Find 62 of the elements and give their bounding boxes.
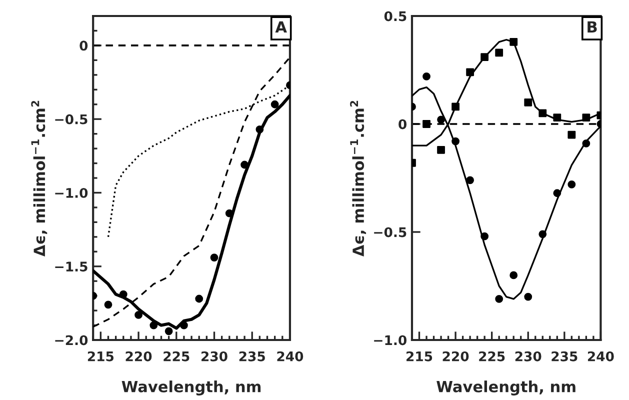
point [270, 100, 279, 108]
point [582, 114, 590, 122]
x-tick-label: 225 [479, 351, 505, 362]
point [422, 120, 430, 128]
y-tick-label: −2.0 [55, 335, 88, 346]
point [452, 102, 460, 111]
point [538, 109, 547, 118]
point [180, 321, 188, 330]
y-tick-label: −1.5 [55, 262, 88, 272]
point [466, 68, 474, 76]
point [422, 72, 430, 80]
x-tick-label: 215 [88, 351, 114, 362]
point [452, 137, 460, 146]
point [240, 160, 248, 169]
point [256, 125, 264, 134]
y-tick-label: −1.0 [374, 335, 407, 346]
point [553, 114, 562, 122]
point [553, 189, 562, 198]
y-tick-label: 0 [398, 119, 407, 130]
point [437, 116, 445, 124]
point [495, 295, 504, 303]
point [510, 271, 518, 280]
x-tick-label: 220 [126, 351, 152, 362]
y-tick-label: −0.5 [55, 114, 88, 124]
annotation: B [588, 21, 597, 32]
x-axis-title: Wavelength, nm [122, 380, 261, 396]
y-tick-label: 0 [80, 40, 88, 51]
point [524, 292, 532, 301]
point [524, 98, 532, 106]
x-tick-label: 215 [406, 351, 432, 362]
x-tick-label: 225 [164, 351, 190, 362]
point [582, 139, 590, 148]
y-tick-label: −0.5 [374, 227, 406, 238]
point [437, 146, 445, 154]
point [510, 38, 518, 46]
point [134, 311, 142, 319]
y-tick-label: 0.5 [384, 11, 406, 22]
x-tick-label: 240 [277, 351, 304, 362]
point [568, 130, 576, 139]
x-tick-label: 220 [442, 351, 469, 362]
point [164, 327, 173, 336]
point [480, 53, 489, 61]
x-tick-label: 235 [239, 351, 265, 362]
x-tick-label: 240 [588, 351, 614, 362]
x-tick-label: 235 [552, 351, 578, 362]
point [466, 176, 474, 184]
x-tick-label: 230 [515, 351, 542, 362]
point [480, 232, 489, 240]
point [119, 290, 128, 298]
point [568, 180, 576, 188]
point [150, 321, 158, 330]
point [195, 294, 204, 303]
point [104, 300, 112, 309]
point [210, 254, 218, 262]
y-axis-title: Δϵ, millimol$^{−1}$.cm$^{2}$ [31, 100, 48, 257]
point [538, 230, 547, 238]
annotation: A [275, 21, 287, 32]
x-tick-label: 230 [202, 351, 228, 362]
y-axis-title: Δϵ, millimol$^{−1}$.cm$^{2}$ [350, 100, 366, 257]
point [495, 48, 504, 57]
x-axis-title: Wavelength, nm [436, 380, 576, 396]
y-tick-label: −1.0 [55, 188, 88, 198]
